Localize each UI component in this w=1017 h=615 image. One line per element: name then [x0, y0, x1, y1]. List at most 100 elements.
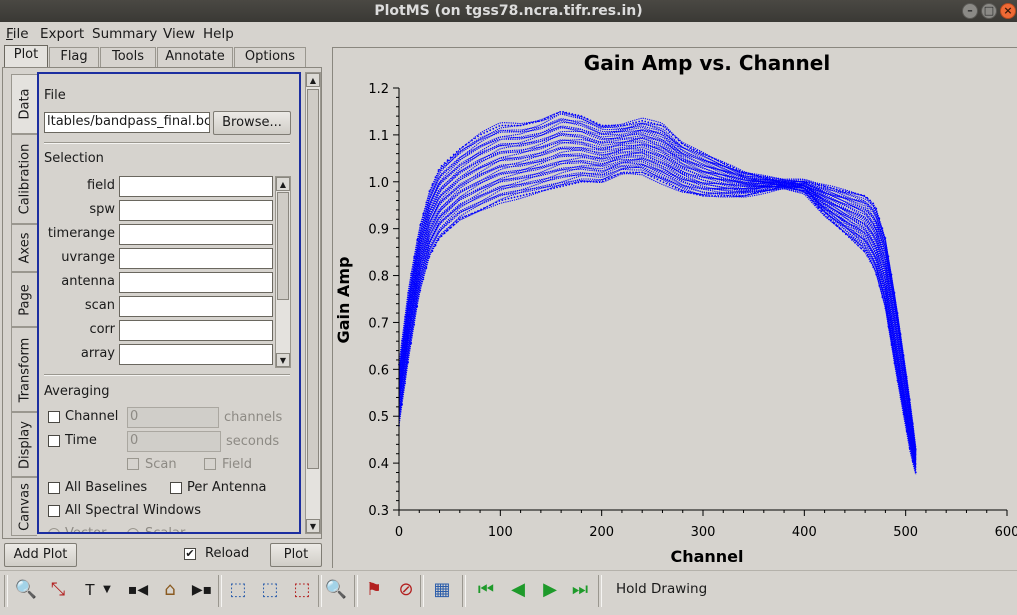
- scan-input[interactable]: [119, 296, 273, 317]
- field-checkbox[interactable]: [204, 458, 216, 470]
- data-point: [911, 460, 914, 463]
- all-baselines-checkbox[interactable]: [48, 482, 60, 494]
- file-input[interactable]: ltables/bandpass_final.bcal: [44, 112, 210, 133]
- scroll-up-icon[interactable]: ▲: [276, 177, 290, 191]
- data-point: [811, 199, 814, 202]
- bandpass-curve: [398, 162, 917, 468]
- scroll-down-icon[interactable]: ▼: [306, 519, 320, 533]
- bandpass-curve: [398, 156, 917, 464]
- plot-button[interactable]: Plot: [270, 543, 322, 567]
- selection-scrollbar[interactable]: ▲ ▼: [275, 176, 291, 368]
- array-input[interactable]: [119, 344, 273, 365]
- step-back-icon[interactable]: ▪◀: [127, 582, 149, 598]
- vtab-transform[interactable]: Transform: [11, 327, 37, 412]
- data-point: [714, 158, 717, 161]
- menu-export[interactable]: Export: [40, 26, 85, 42]
- tab-plot[interactable]: Plot: [4, 45, 48, 67]
- last-iteration-icon[interactable]: ⏭: [571, 579, 589, 600]
- zoom-icon[interactable]: 🔍: [14, 579, 38, 600]
- data-point: [626, 171, 628, 174]
- flag-icon[interactable]: ⚑: [365, 579, 383, 600]
- hold-drawing-button[interactable]: Hold Drawing: [616, 581, 708, 597]
- vtab-display[interactable]: Display: [11, 412, 37, 477]
- data-point: [887, 255, 890, 258]
- x-tick-label: 100: [488, 525, 513, 540]
- vtab-calibration[interactable]: Calibration: [11, 134, 37, 224]
- vtab-axes[interactable]: Axes: [11, 224, 37, 272]
- menu-summary[interactable]: Summary: [92, 26, 158, 42]
- data-point: [404, 382, 406, 385]
- first-iteration-icon[interactable]: ⏮: [477, 579, 495, 600]
- add-plot-button[interactable]: Add Plot: [4, 543, 77, 567]
- data-point: [464, 143, 467, 146]
- annotate-text-icon[interactable]: T: [85, 581, 95, 599]
- tab-options[interactable]: Options: [234, 47, 306, 67]
- averaging-section-label: Averaging: [44, 384, 110, 399]
- data-point: [790, 180, 793, 183]
- mark-region-icon[interactable]: ⬚: [229, 579, 247, 600]
- tab-tools[interactable]: Tools: [100, 47, 156, 67]
- clear-regions-icon[interactable]: ⬚: [293, 579, 311, 600]
- data-point: [601, 180, 604, 183]
- flag-extension-icon[interactable]: ▦: [433, 579, 451, 600]
- chevron-down-icon[interactable]: ▼: [103, 584, 111, 595]
- scroll-down-icon[interactable]: ▼: [276, 353, 290, 367]
- home-icon[interactable]: ⌂: [164, 579, 176, 600]
- reload-checkbox[interactable]: ✔: [184, 547, 196, 560]
- maximize-icon[interactable]: □: [981, 3, 997, 19]
- scroll-thumb[interactable]: [307, 89, 319, 469]
- time-checkbox[interactable]: [48, 435, 60, 447]
- menu-file[interactable]: File: [6, 26, 29, 42]
- per-antenna-label: Per Antenna: [187, 480, 267, 495]
- previous-iteration-icon[interactable]: ◀: [511, 579, 525, 600]
- close-icon[interactable]: ×: [1000, 3, 1016, 19]
- subtract-region-icon[interactable]: ⬚: [261, 579, 279, 600]
- data-point: [878, 217, 881, 220]
- channel-checkbox[interactable]: [48, 411, 60, 423]
- locate-icon[interactable]: 🔍: [324, 579, 348, 600]
- vtab-data[interactable]: Data: [11, 74, 37, 134]
- window-title: PlotMS (on tgss78.ncra.tifr.res.in): [374, 3, 643, 19]
- uvrange-input[interactable]: [119, 248, 273, 269]
- data-point: [768, 177, 771, 180]
- time-avg-input[interactable]: 0: [127, 431, 221, 452]
- pan-icon[interactable]: ⤡: [50, 579, 66, 600]
- channel-avg-input[interactable]: 0: [127, 407, 219, 428]
- gain-amp-chart: Gain Amp vs. Channel Channel Gain Amp 0.…: [334, 51, 1017, 566]
- vector-radio[interactable]: [48, 528, 60, 532]
- per-antenna-checkbox[interactable]: [170, 482, 182, 494]
- data-point: [887, 325, 890, 328]
- antenna-input[interactable]: [119, 272, 273, 293]
- corr-input[interactable]: [119, 320, 273, 341]
- next-iteration-icon[interactable]: ▶: [543, 579, 557, 600]
- minimize-icon[interactable]: –: [962, 3, 978, 19]
- spw-input[interactable]: [119, 200, 273, 221]
- data-point: [899, 396, 902, 399]
- data-point: [468, 141, 470, 144]
- scroll-up-icon[interactable]: ▲: [306, 73, 320, 87]
- plot-canvas[interactable]: Gain Amp vs. Channel Channel Gain Amp 0.…: [332, 47, 1017, 568]
- tab-flag[interactable]: Flag: [49, 47, 99, 67]
- data-point: [790, 187, 793, 190]
- panel-scrollbar[interactable]: ▲ ▼: [305, 72, 321, 534]
- vtab-canvas[interactable]: Canvas: [11, 477, 37, 536]
- step-forward-icon[interactable]: ▶▪: [191, 582, 213, 598]
- scan-checkbox[interactable]: [127, 458, 139, 470]
- y-tick-label: 0.7: [368, 316, 389, 331]
- data-point: [522, 194, 525, 197]
- browse-button[interactable]: Browse...: [213, 111, 291, 135]
- data-point: [452, 153, 455, 156]
- timerange-input[interactable]: [119, 224, 273, 245]
- scalar-radio[interactable]: [127, 528, 139, 532]
- data-point: [793, 180, 796, 183]
- all-spw-checkbox[interactable]: [48, 505, 60, 517]
- field-input[interactable]: [119, 176, 273, 197]
- data-point: [696, 149, 698, 152]
- tab-annotate[interactable]: Annotate: [157, 47, 233, 67]
- data-point: [519, 124, 522, 127]
- menu-view[interactable]: View: [163, 26, 196, 42]
- scroll-thumb[interactable]: [277, 192, 289, 300]
- menu-help[interactable]: Help: [203, 26, 234, 42]
- vtab-page[interactable]: Page: [11, 272, 37, 327]
- unflag-icon[interactable]: ⊘: [398, 579, 414, 600]
